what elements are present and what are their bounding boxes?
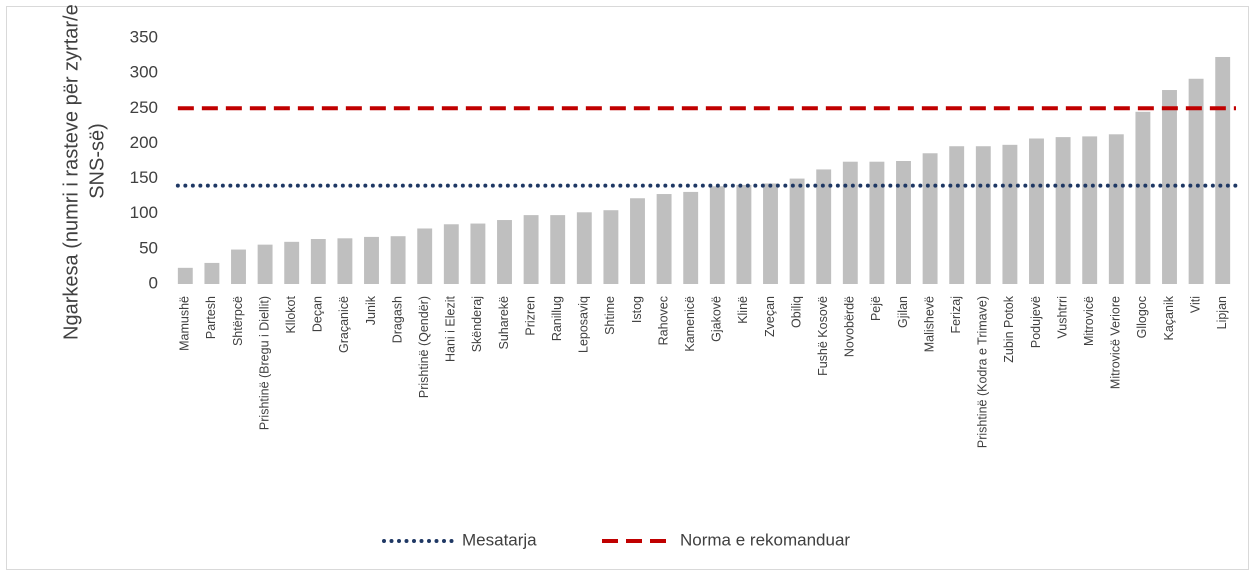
bar <box>896 161 911 284</box>
x-tick-label: Ferizaj <box>949 296 963 334</box>
x-tick-label: Skënderaj <box>470 296 484 352</box>
legend-label: Mesatarja <box>462 530 537 549</box>
bar <box>922 153 938 284</box>
y-axis-label: Ngarkesa (numri i rasteve për zyrtar/e t… <box>60 0 82 340</box>
y-tick-label: 50 <box>139 238 158 257</box>
bar <box>816 169 832 284</box>
bar <box>842 161 858 284</box>
x-tick-label: Suharekë <box>497 296 511 350</box>
x-tick-label: Deçan <box>311 296 325 332</box>
y-tick-label: 250 <box>130 98 158 117</box>
x-tick-label: Viti <box>1188 296 1202 313</box>
x-tick-label: Rahovec <box>656 296 670 345</box>
x-tick-label: Prishtinë (Bregu i Diellit) <box>257 296 271 430</box>
bar <box>1162 90 1177 284</box>
bar <box>630 198 645 284</box>
x-tick-label: Prizren <box>523 296 537 336</box>
y-tick-label: 200 <box>130 133 158 152</box>
bar <box>1135 111 1151 284</box>
x-tick-label: Kaçanik <box>1162 295 1176 340</box>
x-tick-label: Junik <box>364 295 378 325</box>
x-tick-label: Shtërpcë <box>231 296 245 346</box>
x-tick-label: Kamenicë <box>683 296 697 352</box>
y-tick-label: 350 <box>130 27 158 46</box>
bar <box>1029 138 1044 284</box>
x-tick-label: Mitrovicë <box>1082 296 1096 346</box>
bar <box>284 241 300 284</box>
bar <box>736 184 752 284</box>
x-tick-label: Gllogoc <box>1135 296 1149 338</box>
bar <box>709 186 725 284</box>
x-tick-label: Istog <box>630 296 644 323</box>
bar <box>1108 134 1124 284</box>
bar <box>1215 56 1231 284</box>
chart-border <box>6 6 1249 570</box>
bar <box>523 215 539 284</box>
bar <box>470 223 486 284</box>
y-tick-label: 100 <box>130 203 158 222</box>
bar <box>231 249 246 284</box>
bar <box>975 146 991 284</box>
bar <box>763 183 778 284</box>
bar <box>949 146 965 284</box>
x-tick-label: Shtime <box>603 296 617 335</box>
bar <box>497 220 512 284</box>
x-tick-label: Prishtinë (Kodra e Trimave) <box>976 296 990 448</box>
bar <box>656 194 672 284</box>
x-tick-label: Mitrovicë Veriore <box>1109 296 1123 389</box>
legend-label: Norma e rekomanduar <box>680 530 850 549</box>
bar <box>177 267 193 284</box>
bar <box>1082 136 1098 284</box>
x-tick-label: Graçanicë <box>337 296 351 353</box>
x-tick-label: Zubin Potok <box>1002 295 1016 362</box>
bar <box>364 236 379 284</box>
bar <box>443 224 459 284</box>
y-tick-label: 150 <box>130 168 158 187</box>
x-tick-label: Kllokot <box>284 295 298 333</box>
x-tick-label: Dragash <box>390 296 404 343</box>
x-tick-label: Obiliq <box>789 296 803 328</box>
x-tick-label: Prishtinë (Qendër) <box>417 296 431 398</box>
bar <box>576 212 592 284</box>
x-tick-label: Vushtrri <box>1055 296 1069 339</box>
bar <box>337 238 353 284</box>
bar <box>390 236 406 284</box>
bar <box>257 244 273 284</box>
x-tick-label: Fushë Kosovë <box>816 296 830 376</box>
x-tick-label: Pejë <box>869 296 883 321</box>
bar <box>789 178 805 284</box>
bar <box>204 262 220 284</box>
bar <box>1002 144 1018 284</box>
x-tick-label: Hani i Elezit <box>444 295 458 362</box>
bar <box>683 191 699 284</box>
bar <box>550 215 566 284</box>
bar <box>1055 137 1071 284</box>
x-tick-label: Partesh <box>204 296 218 339</box>
x-tick-label: Lipjan <box>1215 296 1229 329</box>
y-tick-label: 300 <box>130 63 158 82</box>
x-tick-label: Ranillug <box>550 296 564 341</box>
x-tick-label: Novobërdë <box>843 296 857 357</box>
x-tick-label: Klinë <box>736 296 750 324</box>
bar <box>417 228 433 284</box>
x-tick-label: Zveçan <box>763 296 777 337</box>
x-tick-label: Gjakovë <box>710 296 724 342</box>
y-axis-label: SNS-së) <box>86 123 108 199</box>
x-tick-label: Mamushë <box>178 296 192 351</box>
bar <box>1188 78 1204 284</box>
y-tick-label: 0 <box>149 273 158 292</box>
x-tick-label: Leposaviq <box>577 296 591 353</box>
x-tick-label: Gjilan <box>896 296 910 328</box>
bar <box>310 239 326 284</box>
x-tick-label: Malishevë <box>922 296 936 352</box>
bar <box>603 210 619 284</box>
bar <box>869 161 885 284</box>
x-tick-label: Podujevë <box>1029 296 1043 348</box>
